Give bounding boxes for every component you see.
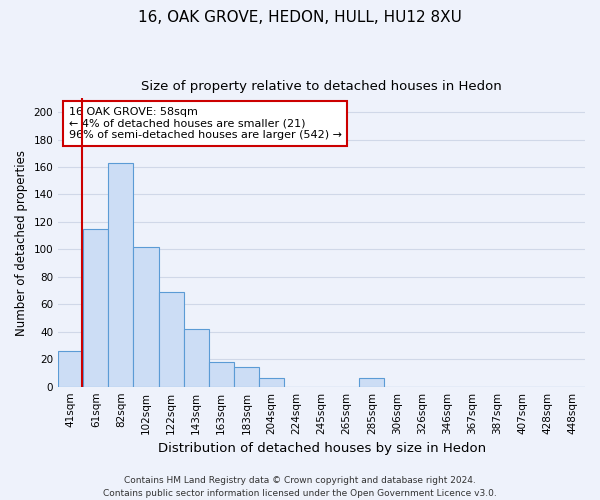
Text: 16, OAK GROVE, HEDON, HULL, HU12 8XU: 16, OAK GROVE, HEDON, HULL, HU12 8XU: [138, 10, 462, 25]
Text: Contains HM Land Registry data © Crown copyright and database right 2024.
Contai: Contains HM Land Registry data © Crown c…: [103, 476, 497, 498]
Bar: [184, 329, 209, 386]
Bar: [83, 229, 109, 386]
Bar: [359, 378, 385, 386]
Text: 16 OAK GROVE: 58sqm
← 4% of detached houses are smaller (21)
96% of semi-detache: 16 OAK GROVE: 58sqm ← 4% of detached hou…: [69, 107, 342, 140]
Bar: [109, 163, 133, 386]
Title: Size of property relative to detached houses in Hedon: Size of property relative to detached ho…: [141, 80, 502, 93]
Bar: [209, 362, 234, 386]
Y-axis label: Number of detached properties: Number of detached properties: [15, 150, 28, 336]
Bar: [158, 292, 184, 386]
Bar: [58, 351, 83, 386]
Bar: [234, 368, 259, 386]
Bar: [133, 246, 158, 386]
Bar: [259, 378, 284, 386]
X-axis label: Distribution of detached houses by size in Hedon: Distribution of detached houses by size …: [158, 442, 485, 455]
